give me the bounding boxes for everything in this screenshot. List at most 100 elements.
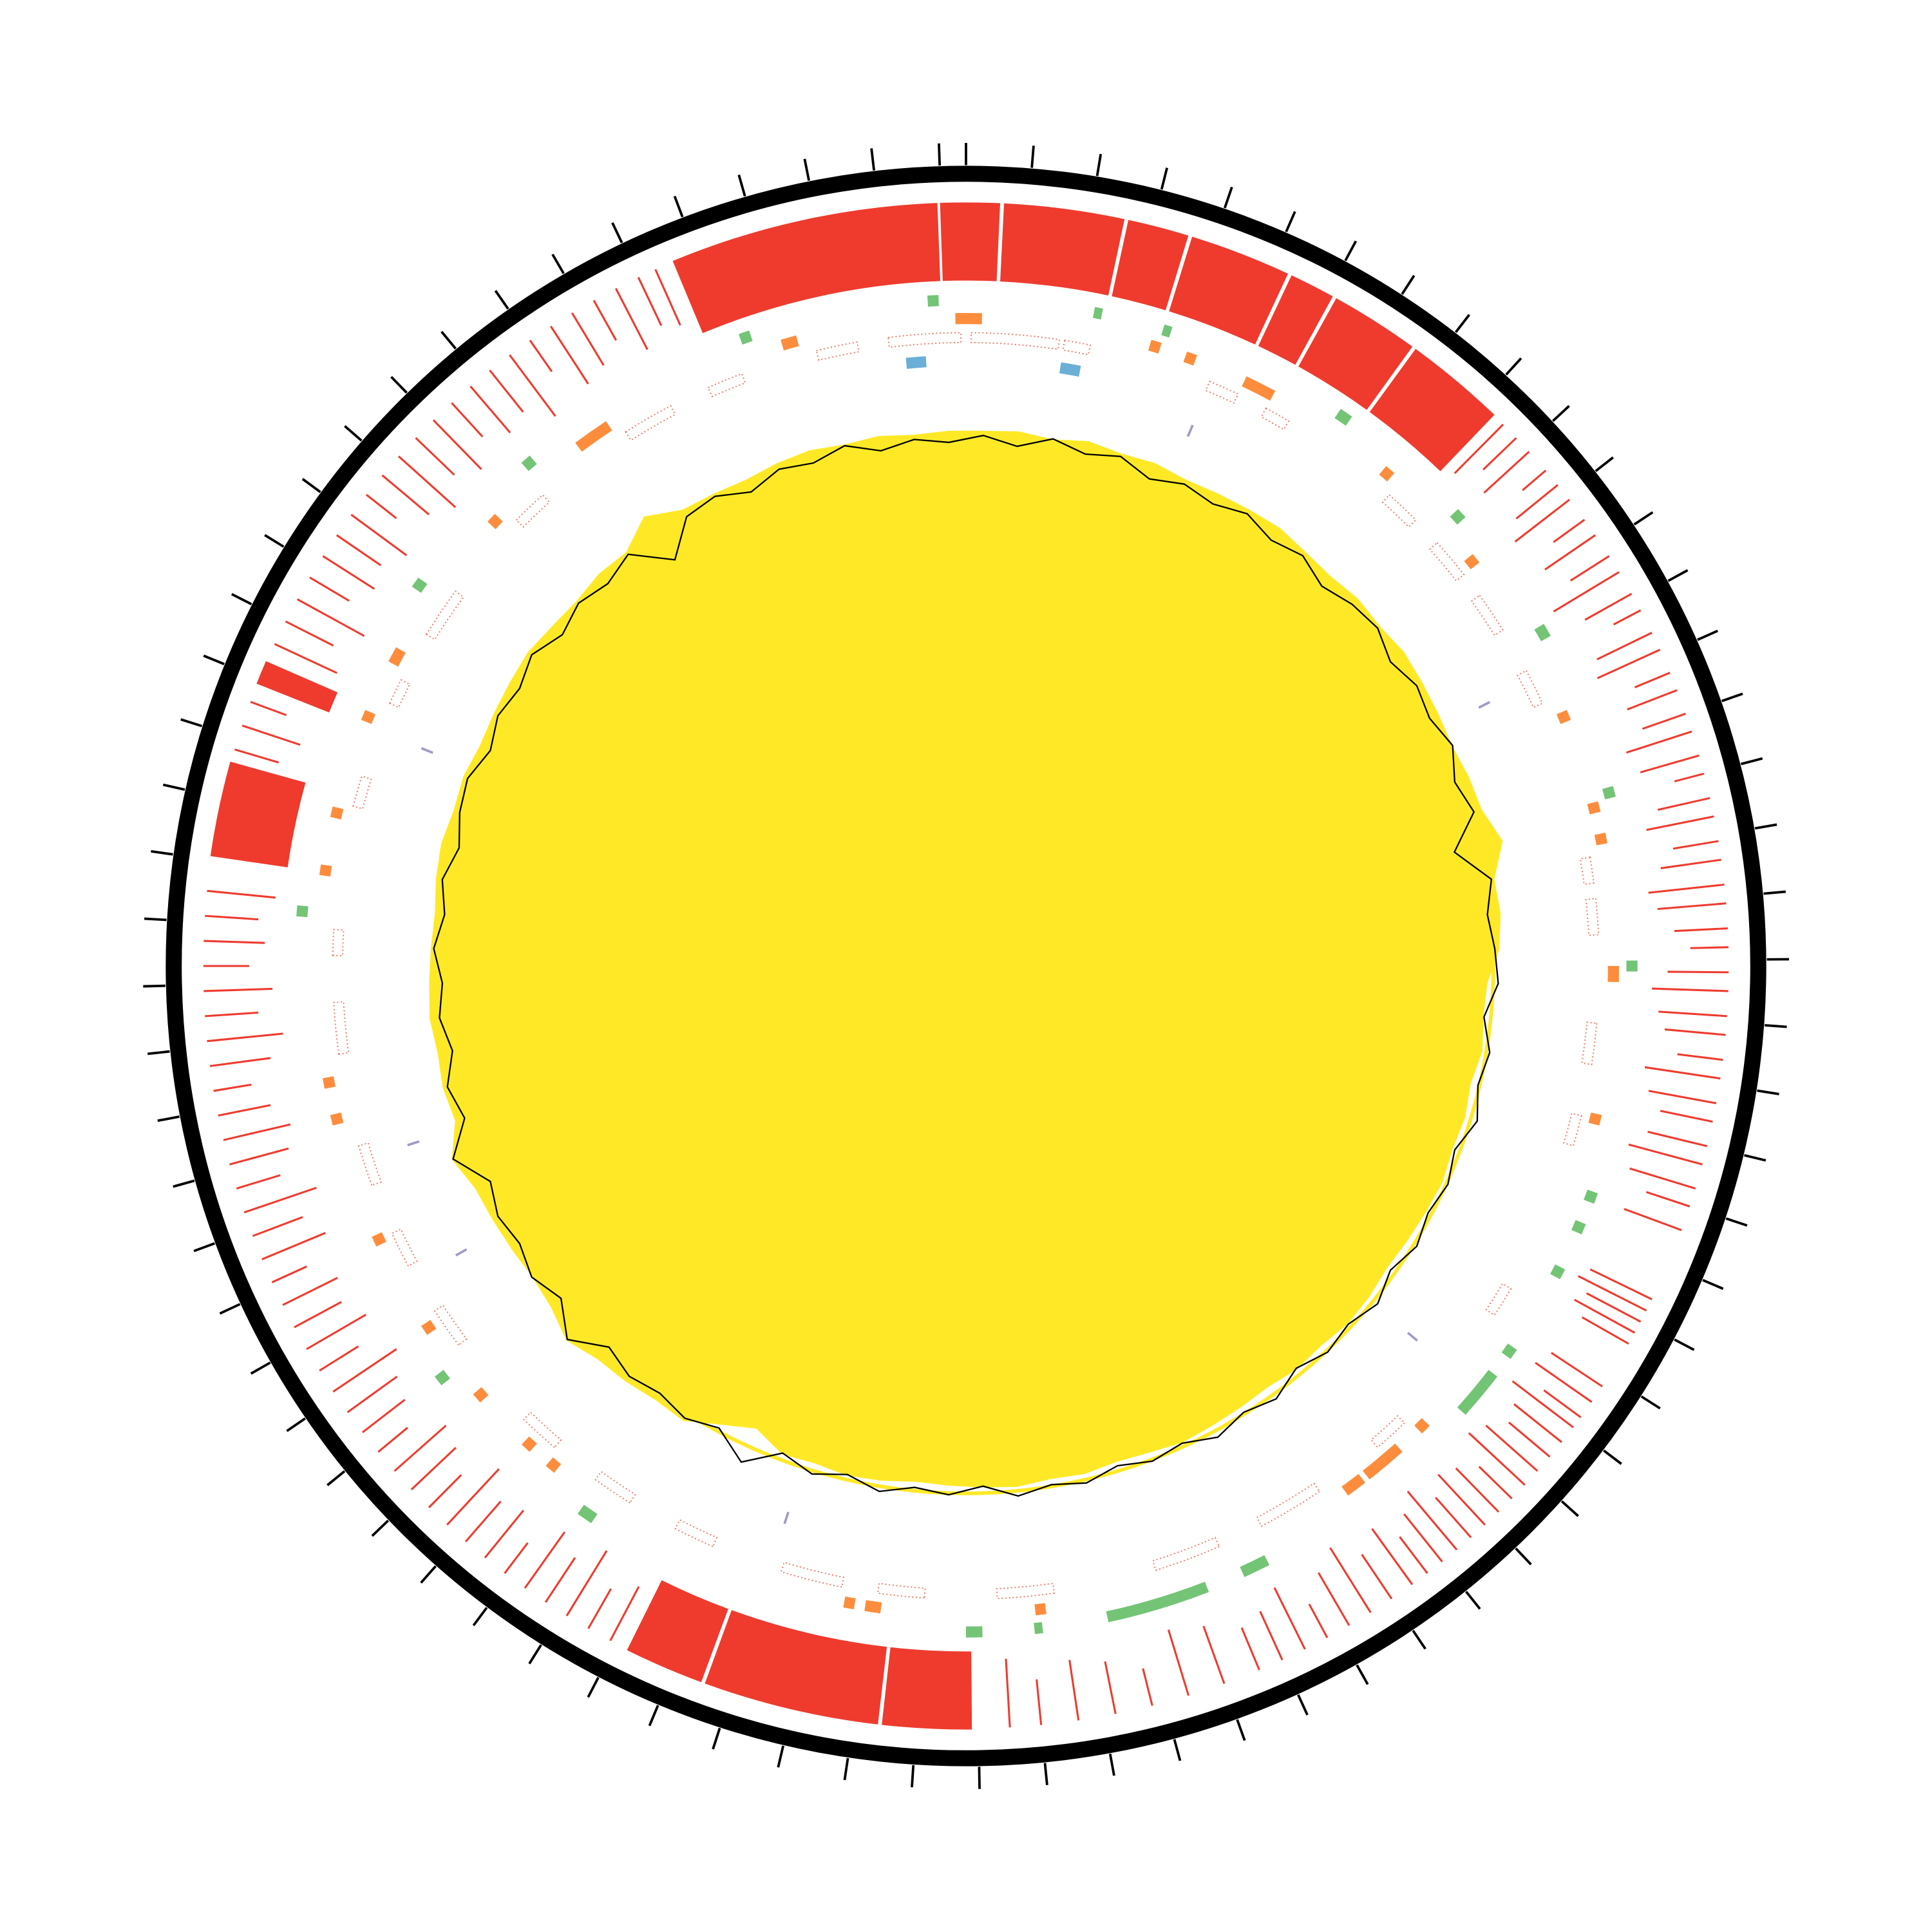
hit-line <box>1482 437 1517 471</box>
hit-line <box>1624 1208 1682 1231</box>
feature <box>1581 1021 1598 1066</box>
feature <box>707 373 746 398</box>
feature <box>1092 307 1103 320</box>
hit-line <box>1589 1268 1653 1300</box>
feature <box>1414 1417 1430 1434</box>
feature <box>1626 960 1638 972</box>
feature <box>545 1457 562 1473</box>
hit-line <box>271 1265 307 1283</box>
tick-mark <box>1757 1089 1779 1095</box>
feature <box>864 1600 882 1614</box>
tick-mark <box>673 196 684 218</box>
feature <box>1470 594 1504 636</box>
tick-mark <box>144 917 167 922</box>
tick-mark <box>1515 1548 1532 1566</box>
feature <box>1584 1189 1598 1204</box>
hit-line <box>1259 1611 1283 1661</box>
feature <box>433 1304 468 1346</box>
hit-line <box>1068 1660 1080 1721</box>
hit-line <box>207 1032 283 1043</box>
hit-line <box>1646 815 1714 831</box>
hit-line <box>1317 1572 1350 1626</box>
feature <box>1161 324 1173 338</box>
feature <box>1607 966 1620 983</box>
hit-line <box>1658 1010 1727 1018</box>
feature <box>1534 623 1551 641</box>
tick-mark <box>1667 569 1689 582</box>
feature <box>1485 1282 1512 1316</box>
tick-mark <box>938 143 942 166</box>
hit-line <box>294 1301 342 1329</box>
similarity-block <box>939 202 1001 282</box>
feature <box>412 577 428 593</box>
hit-line <box>1574 1298 1636 1334</box>
hit-line <box>1513 1403 1563 1443</box>
tick-mark <box>250 1361 271 1375</box>
hit-line <box>1167 1629 1189 1696</box>
hit-line <box>1652 987 1728 992</box>
hit-line <box>1674 772 1705 782</box>
feature <box>425 590 464 641</box>
tick-mark <box>173 1179 195 1188</box>
feature <box>1151 1537 1220 1571</box>
feature <box>1059 362 1081 377</box>
feature <box>1450 509 1466 525</box>
feature <box>1106 1582 1209 1622</box>
feature <box>843 1596 856 1609</box>
feature <box>1563 1112 1582 1147</box>
hit-line <box>1406 1490 1458 1551</box>
hit-line <box>415 437 455 476</box>
hit-line <box>223 1123 291 1141</box>
tick-mark <box>911 1765 915 1788</box>
similarity-block <box>626 1579 730 1683</box>
hit-line <box>218 1104 271 1117</box>
hit-line <box>1553 571 1620 612</box>
hit-line <box>1581 1316 1629 1345</box>
feature <box>1205 380 1239 404</box>
tick-mark <box>978 1766 981 1789</box>
similarity-block <box>1297 297 1414 412</box>
hit-line <box>1660 858 1721 869</box>
feature <box>905 356 927 369</box>
feature <box>1556 710 1571 724</box>
hit-line <box>1648 884 1725 894</box>
feature <box>674 1519 718 1548</box>
tick-mark <box>551 253 565 274</box>
tick-mark <box>1401 274 1416 295</box>
feature <box>1464 554 1480 570</box>
tick-mark <box>1160 167 1168 190</box>
hit-line <box>489 369 524 413</box>
tick-mark <box>472 1607 488 1627</box>
feature <box>455 1248 468 1257</box>
hit-line <box>1273 1587 1306 1650</box>
tick-mark <box>1595 456 1615 472</box>
hit-line <box>1522 469 1547 491</box>
feature <box>522 1411 562 1448</box>
hit-line <box>1454 424 1504 475</box>
hit-line <box>361 1399 406 1434</box>
hit-line <box>1361 1553 1393 1600</box>
tick-mark <box>712 1727 721 1750</box>
feature <box>887 332 962 348</box>
tick-mark <box>1754 823 1777 830</box>
tick-mark <box>264 534 285 548</box>
hit-line <box>1645 1191 1690 1208</box>
tick-mark <box>843 1757 849 1781</box>
hit-line <box>464 1501 502 1542</box>
tick-mark <box>1285 211 1296 232</box>
feature <box>421 747 433 754</box>
feature <box>966 312 983 325</box>
feature <box>970 332 1061 350</box>
hit-line <box>393 1425 447 1472</box>
hit-line <box>571 312 605 366</box>
tick-mark <box>1030 146 1035 168</box>
hit-line <box>428 1474 462 1508</box>
tick-mark <box>1603 1449 1622 1465</box>
hit-line <box>1596 632 1653 661</box>
tick-mark <box>1043 1763 1048 1786</box>
feature <box>966 1626 983 1638</box>
feature <box>780 1561 845 1588</box>
hit-line <box>609 1586 640 1642</box>
tick-mark <box>494 290 509 310</box>
